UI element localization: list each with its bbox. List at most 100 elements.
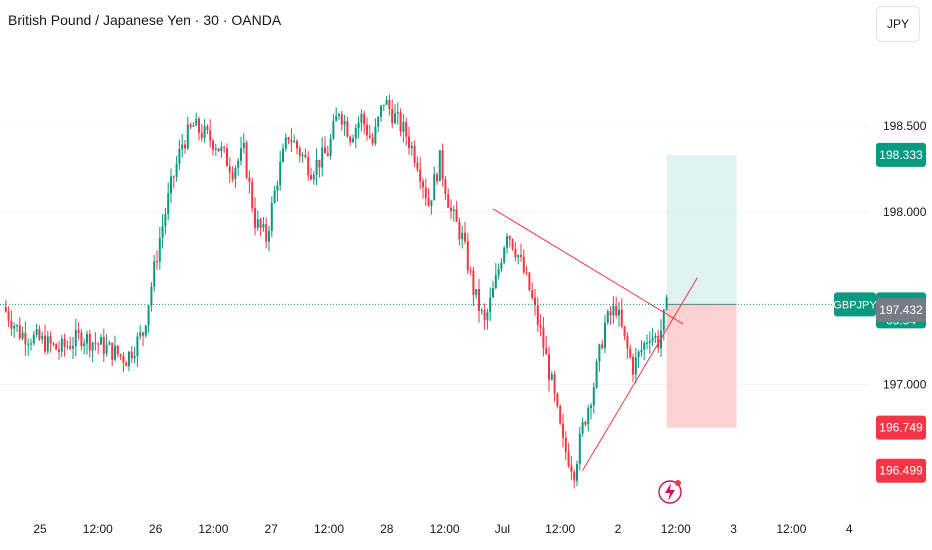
candle-body [424,187,427,199]
candle-body [74,329,77,347]
candle-body [130,351,133,359]
candle-body [273,190,276,203]
candle-body [77,329,80,333]
candle-body [455,209,458,222]
candle-body [503,247,506,263]
candle-body [573,471,576,481]
candle-body [307,157,310,176]
x-tick-label: 12:00 [430,522,460,536]
x-tick-label: 27 [265,522,279,536]
x-tick-label: 12:00 [545,522,575,536]
candle-body [654,335,657,338]
candle-body [105,344,108,354]
candle-body [346,121,349,137]
candle-body [427,198,430,206]
candle-body [32,334,35,344]
candle-body [497,268,500,276]
candle-body [576,464,578,481]
candle-body [528,272,531,291]
candle-body [385,99,388,105]
candle-body [38,329,41,340]
candle-body [128,351,130,367]
candle-body [206,126,209,131]
y-tick-label: 197.000 [883,377,927,391]
price-tag-text: 198.333 [879,148,923,162]
price-tag-text: 196.749 [879,421,923,435]
candle-body [665,297,668,310]
grid [0,125,868,385]
candle-body [444,179,447,195]
x-tick-label: 28 [380,522,394,536]
candle-body [203,126,206,139]
candle-body [629,348,632,358]
candle-body [186,124,189,149]
candles [4,94,668,489]
candle-body [590,405,592,409]
candle-body [584,422,587,425]
candle-body [486,312,489,320]
candle-body [268,230,270,242]
candle-body [248,177,251,182]
candle-body [408,136,410,148]
candle-body [80,332,83,347]
candle-body [111,342,114,360]
candle-body [480,310,483,312]
candle-body [259,219,262,228]
candle-body [147,305,150,326]
lightning-icon [658,480,682,504]
candle-body [290,140,293,143]
candle-body [380,105,382,118]
candle-body [391,108,394,124]
candle-body [321,147,324,168]
candle-body [581,422,584,434]
candle-body [419,169,422,182]
candle-body [508,236,511,240]
x-tick-label: 26 [149,522,163,536]
candle-body [410,145,413,148]
candle-body [632,357,634,375]
candle-body [371,137,374,144]
candle-body [4,306,7,312]
candle-body [72,346,74,349]
candle-body [618,309,620,316]
x-tick-label: 12:00 [314,522,344,536]
candle-body [35,329,38,335]
entry-price-tag: 197.432 [876,298,926,323]
candle-body [296,140,298,149]
symbol-tag-text: GBPJPY [833,299,877,311]
candle-body [83,343,86,347]
candle-body [265,224,268,242]
candle-body [517,255,520,258]
candle-body [119,354,122,356]
candle-body [601,344,604,349]
candle-body [94,342,97,344]
take-profit-zone [666,154,737,305]
candle-body [539,325,542,328]
candle-body [27,343,30,345]
candle-body [452,209,455,211]
price-tag-text: 197.432 [879,303,923,317]
candle-body [212,140,214,150]
candle-body [640,349,643,352]
candle-body [181,144,184,149]
candle-body [637,351,640,358]
candle-body [287,137,290,141]
candle-body [466,241,469,271]
candle-body [192,125,195,127]
candle-body [91,342,94,351]
candle-body [44,335,46,352]
candle-body [472,270,475,295]
candle-body [335,115,338,122]
candle-body [595,361,598,388]
candle-body [172,176,175,178]
currency-button[interactable]: JPY [876,6,920,42]
y-tick-label: 198.000 [883,205,927,219]
candle-body [279,161,282,186]
candle-body [150,286,153,306]
stop-loss-zone [666,304,737,428]
candle-body [237,160,240,169]
candle-body [178,148,181,164]
candle-body [475,289,478,295]
candle-body [41,335,44,340]
